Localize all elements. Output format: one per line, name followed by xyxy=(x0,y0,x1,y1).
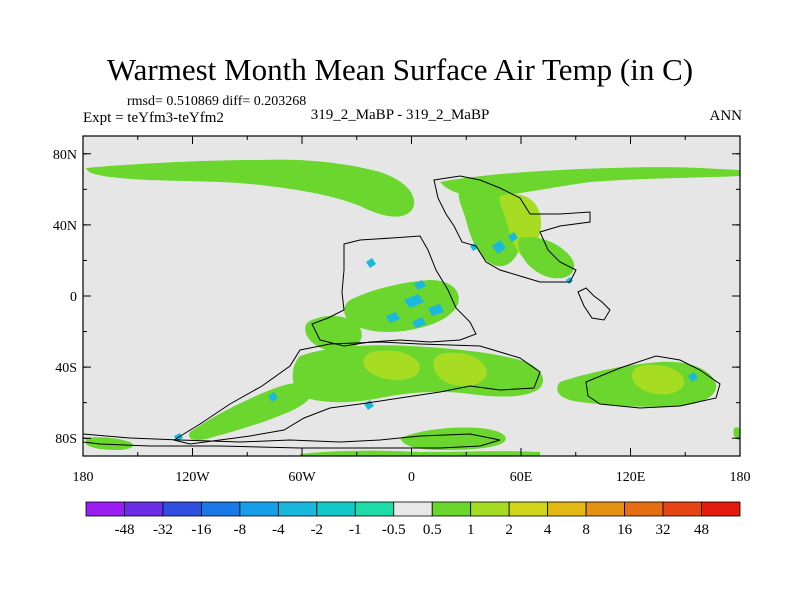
anomaly-region-south-mid xyxy=(292,345,544,403)
anomaly-region-southwest-arm xyxy=(189,382,313,440)
legend-label: -4 xyxy=(272,522,285,538)
anomaly-region-north-band xyxy=(86,159,415,217)
y-tick-label: 40N xyxy=(53,219,77,234)
negative-anomaly-spot xyxy=(492,240,506,254)
legend-label: 48 xyxy=(694,522,709,538)
legend-label: 2 xyxy=(505,522,513,538)
comparison-label: 319_2_MaBP - 319_2_MaBP xyxy=(310,107,490,123)
anomaly-field xyxy=(86,159,740,456)
negative-anomaly-spot xyxy=(428,304,444,316)
negative-anomaly-spot xyxy=(412,317,426,328)
chart-title: Warmest Month Mean Surface Air Temp (in … xyxy=(106,52,694,87)
anomaly-region-arctic xyxy=(440,167,740,197)
legend-label: -0.5 xyxy=(382,522,406,538)
color-legend xyxy=(85,501,741,517)
legend-label: -16 xyxy=(191,522,211,538)
anomaly-region-antarctic-band xyxy=(300,450,540,456)
negative-anomaly-spot xyxy=(688,372,698,382)
legend-label: 32 xyxy=(656,522,671,538)
negative-anomaly-spot xyxy=(404,294,424,308)
legend-color-box xyxy=(624,501,664,517)
x-tick-label: 120W xyxy=(175,470,210,485)
legend-label: 0.5 xyxy=(423,522,442,538)
legend-label: 1 xyxy=(467,522,475,538)
anomaly-region-far-east xyxy=(733,427,740,440)
x-tick-label: 120E xyxy=(616,470,646,485)
legend-color-box xyxy=(431,501,472,517)
negative-anomaly-spot xyxy=(508,232,518,242)
coastline-southwest-arm xyxy=(172,341,541,445)
x-tick-label: 180 xyxy=(73,470,94,485)
legend-color-box xyxy=(201,501,241,517)
anomaly-region-australia-core xyxy=(632,364,685,395)
anomaly-region-asia xyxy=(518,237,575,279)
legend-label: 16 xyxy=(617,522,633,538)
legend-color-box xyxy=(316,501,356,517)
legend-color-box xyxy=(585,501,625,517)
y-tick-label: 80N xyxy=(53,148,77,163)
anomaly-region-south-mid-core xyxy=(363,350,420,380)
legend-color-box xyxy=(393,501,433,517)
experiment-label: Expt = teYfm3-teYfm2 xyxy=(83,110,224,126)
anomaly-region-south-mid-east xyxy=(433,352,487,386)
color-legend-labels: -48 -32 -16 -8 -4 -2 -1 -0.5 0.5 1 2 4 8 16 32 48 xyxy=(114,522,709,538)
negative-anomaly-spot xyxy=(414,280,426,290)
coastline-southeast-continent xyxy=(585,355,721,409)
stats-label: rmsd= 0.510869 diff= 0.203268 xyxy=(127,94,307,109)
y-axis-labels: 80N 40N 0 40S 80S xyxy=(53,148,77,447)
legend-color-box xyxy=(701,501,741,517)
legend-color-box xyxy=(277,501,318,517)
legend-color-box xyxy=(85,501,125,517)
legend-color-box xyxy=(162,501,202,517)
anomaly-region-antarctic xyxy=(400,427,506,450)
legend-label: 8 xyxy=(582,522,590,538)
coastline-north-continent xyxy=(433,175,591,283)
negative-anomaly-spot xyxy=(386,312,400,323)
legend-label: -2 xyxy=(311,522,324,538)
y-tick-label: 0 xyxy=(70,290,77,305)
y-tick-label: 80S xyxy=(55,432,77,447)
legend-label: -32 xyxy=(153,522,173,538)
x-tick-label: 180 xyxy=(730,470,751,485)
y-tick-label: 40S xyxy=(55,361,77,376)
legend-label: -48 xyxy=(114,522,134,538)
legend-label: -8 xyxy=(234,522,247,538)
x-axis-labels: 180 120W 60W 0 60E 120E 180 xyxy=(73,470,751,485)
coastline-central-continent xyxy=(311,235,477,347)
x-tick-label: 60W xyxy=(288,470,316,485)
legend-label: -1 xyxy=(349,522,362,538)
legend-color-box xyxy=(239,501,279,517)
negative-anomaly-spot xyxy=(268,392,278,402)
legend-color-box xyxy=(470,501,510,517)
legend-color-box xyxy=(354,501,395,517)
season-label: ANN xyxy=(709,108,743,124)
x-tick-label: 0 xyxy=(408,470,415,485)
legend-color-box xyxy=(124,501,164,517)
anomaly-region-antarctic-west xyxy=(86,437,134,450)
x-tick-label: 60E xyxy=(510,470,533,485)
legend-label: 4 xyxy=(544,522,552,538)
legend-color-box xyxy=(547,501,587,517)
coastline-south-polar xyxy=(82,433,501,449)
legend-color-box xyxy=(508,501,549,517)
axis-ticks xyxy=(82,136,741,456)
anomaly-region-tropics xyxy=(344,280,459,332)
coastline-east-islands xyxy=(577,287,611,321)
legend-color-box xyxy=(662,501,702,517)
coastline-outlines xyxy=(82,175,721,449)
negative-anomaly-spot xyxy=(366,258,376,268)
